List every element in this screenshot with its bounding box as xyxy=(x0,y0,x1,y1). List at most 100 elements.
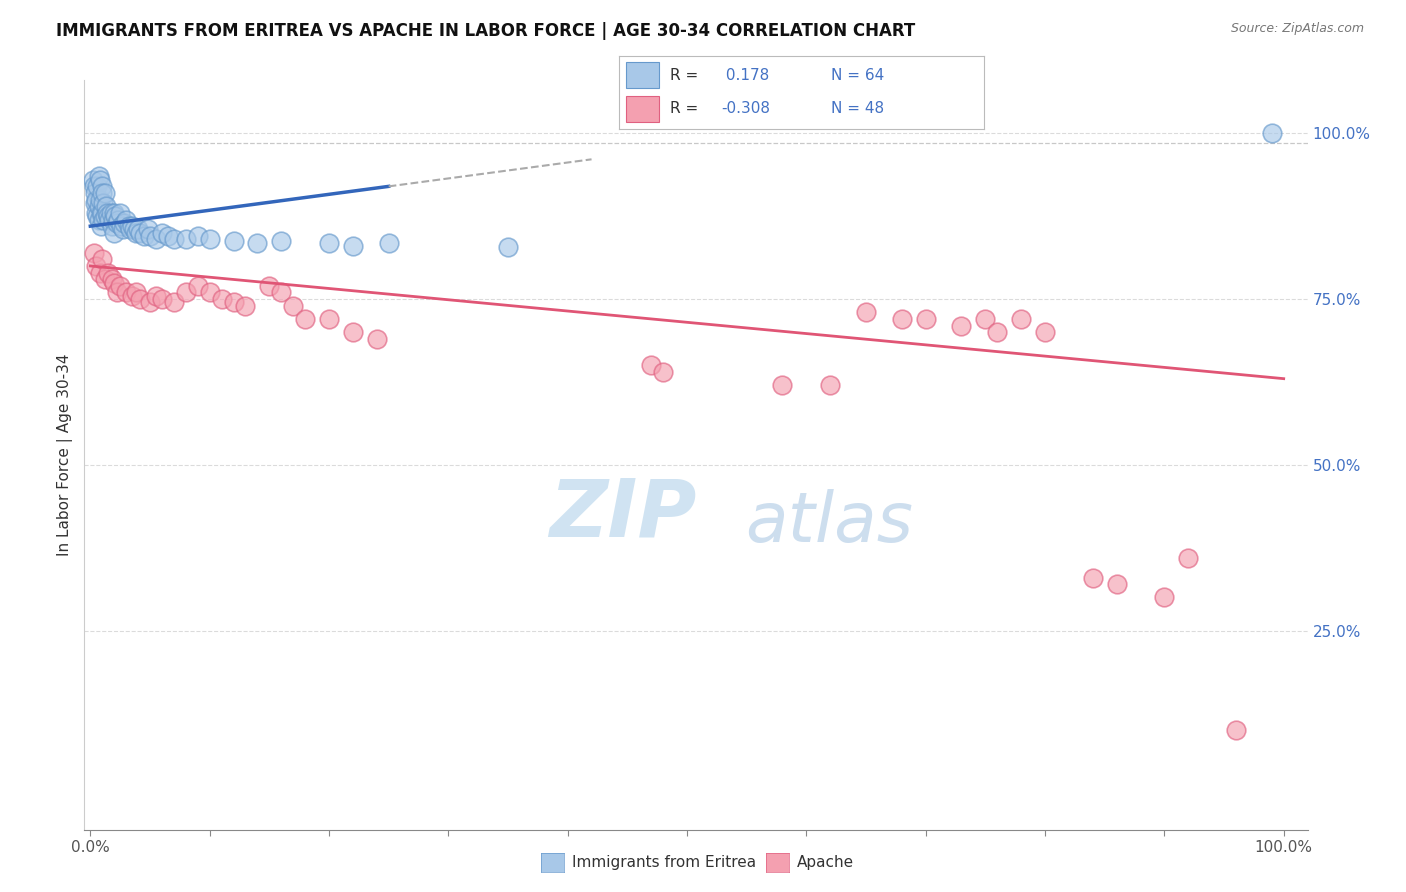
Point xyxy=(1010,312,1032,326)
Point xyxy=(377,235,399,250)
Point xyxy=(108,206,131,220)
Point xyxy=(84,206,107,220)
Point xyxy=(222,234,245,248)
Point xyxy=(91,252,114,267)
Bar xyxy=(626,95,659,122)
Text: Source: ZipAtlas.com: Source: ZipAtlas.com xyxy=(1230,22,1364,36)
Point xyxy=(98,212,121,227)
Point xyxy=(187,278,209,293)
Point xyxy=(259,278,281,293)
Point xyxy=(1261,126,1284,140)
Point xyxy=(129,292,152,306)
Point xyxy=(86,179,108,194)
Point xyxy=(270,234,292,248)
Point xyxy=(100,206,122,220)
Point xyxy=(174,232,197,246)
Point xyxy=(87,169,110,184)
Point xyxy=(640,359,662,373)
Bar xyxy=(626,62,659,88)
Point xyxy=(89,173,111,187)
Point xyxy=(652,365,675,379)
Text: -0.308: -0.308 xyxy=(721,102,770,116)
Y-axis label: In Labor Force | Age 30-34: In Labor Force | Age 30-34 xyxy=(58,353,73,557)
Point xyxy=(90,219,112,234)
Point xyxy=(127,222,149,236)
Point xyxy=(112,216,135,230)
Text: 0.178: 0.178 xyxy=(721,68,769,83)
Point xyxy=(145,289,167,303)
Text: R =: R = xyxy=(669,102,697,116)
Point xyxy=(91,179,114,194)
Point xyxy=(84,186,107,200)
Point xyxy=(198,285,221,300)
Text: atlas: atlas xyxy=(745,489,912,556)
Point xyxy=(115,285,138,300)
Point xyxy=(974,312,997,326)
Point xyxy=(82,173,104,187)
Point xyxy=(211,292,233,306)
Point xyxy=(150,292,173,306)
Point xyxy=(89,193,111,207)
Point xyxy=(118,222,141,236)
Text: Immigrants from Eritrea: Immigrants from Eritrea xyxy=(572,855,756,870)
Point xyxy=(950,318,973,333)
Point xyxy=(89,266,111,280)
Point xyxy=(105,285,128,300)
Point xyxy=(84,193,107,207)
Point xyxy=(283,299,305,313)
Point xyxy=(136,222,159,236)
Point xyxy=(150,226,173,240)
Point xyxy=(1105,577,1128,591)
Point xyxy=(91,206,114,220)
Point xyxy=(107,212,129,227)
Point xyxy=(187,229,209,244)
Point xyxy=(318,235,340,250)
Point xyxy=(222,295,245,310)
Point xyxy=(986,325,1008,339)
Text: N = 48: N = 48 xyxy=(831,102,884,116)
Point xyxy=(111,222,134,236)
Point xyxy=(139,295,162,310)
Point xyxy=(97,209,120,223)
Point xyxy=(1177,550,1199,565)
Point xyxy=(121,289,143,303)
Point xyxy=(139,229,162,244)
Point xyxy=(132,229,155,244)
Point xyxy=(124,222,146,236)
Point xyxy=(124,285,146,300)
Point xyxy=(105,216,128,230)
Point xyxy=(101,272,124,286)
Point xyxy=(84,259,107,273)
Point xyxy=(156,229,179,244)
Point xyxy=(1033,325,1056,339)
Point xyxy=(1153,591,1175,605)
Point xyxy=(101,212,124,227)
Point xyxy=(117,219,139,234)
Point xyxy=(772,378,794,392)
Point xyxy=(103,206,125,220)
Point xyxy=(91,186,114,200)
Point xyxy=(129,226,152,240)
Point xyxy=(110,219,132,234)
Point xyxy=(93,212,115,227)
Point xyxy=(366,332,388,346)
Point xyxy=(818,378,841,392)
Point xyxy=(93,186,115,200)
Point xyxy=(93,209,115,223)
Point xyxy=(90,206,112,220)
Point xyxy=(163,295,186,310)
Point xyxy=(94,199,117,213)
Point xyxy=(93,272,115,286)
Point xyxy=(93,196,115,211)
Point xyxy=(1225,723,1247,737)
Point xyxy=(124,226,146,240)
Point xyxy=(83,245,105,260)
Text: ZIP: ZIP xyxy=(550,475,696,554)
Point xyxy=(104,209,127,223)
Point xyxy=(87,199,110,213)
Point xyxy=(121,219,143,234)
Point xyxy=(855,305,877,319)
Point xyxy=(83,179,105,194)
Text: R =: R = xyxy=(669,68,697,83)
Point xyxy=(294,312,316,326)
